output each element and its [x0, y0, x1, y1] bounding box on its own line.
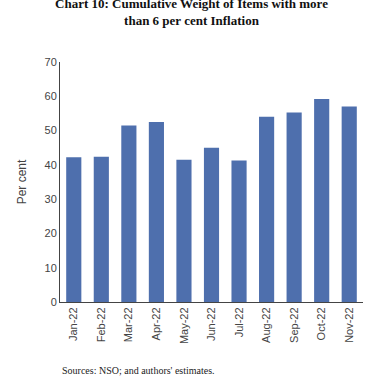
- svg-text:Apr-22: Apr-22: [150, 307, 162, 340]
- svg-text:60: 60: [45, 90, 57, 102]
- svg-text:Sep-22: Sep-22: [288, 307, 300, 342]
- svg-text:Jul-22: Jul-22: [233, 307, 245, 337]
- svg-text:Nov-22: Nov-22: [343, 307, 355, 342]
- svg-text:Mar-22: Mar-22: [122, 307, 134, 342]
- svg-text:Per cent: Per cent: [15, 159, 29, 204]
- svg-text:Sources: NSO; and authors' est: Sources: NSO; and authors' estimates.: [62, 365, 215, 376]
- svg-text:40: 40: [45, 159, 57, 171]
- svg-text:30: 30: [45, 193, 57, 205]
- svg-text:Aug-22: Aug-22: [260, 307, 272, 342]
- svg-text:Jun-22: Jun-22: [205, 307, 217, 341]
- svg-text:Jan-22: Jan-22: [67, 307, 79, 341]
- svg-text:20: 20: [45, 227, 57, 239]
- svg-text:Chart 10: Cumulative Weight of: Chart 10: Cumulative Weight of Items wit…: [55, 0, 328, 28]
- svg-text:Feb-22: Feb-22: [95, 307, 107, 342]
- svg-text:70: 70: [45, 56, 57, 68]
- svg-text:Oct-22: Oct-22: [315, 307, 327, 340]
- svg-text:50: 50: [45, 124, 57, 136]
- svg-text:10: 10: [45, 262, 57, 274]
- svg-text:0: 0: [51, 296, 57, 308]
- svg-text:May-22: May-22: [178, 307, 190, 344]
